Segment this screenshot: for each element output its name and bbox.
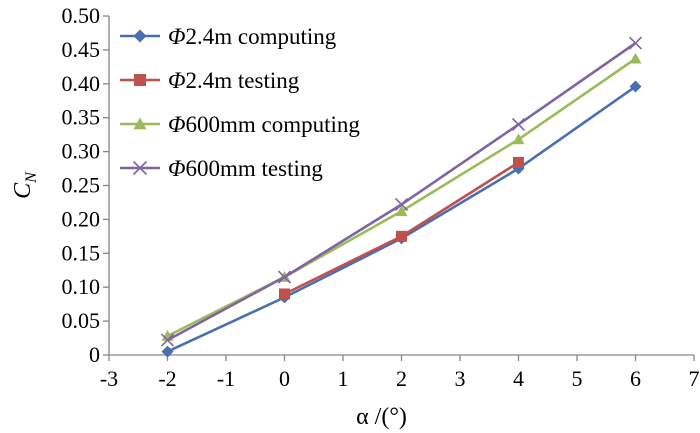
series-3: [161, 52, 642, 341]
series-4: [160, 36, 643, 347]
x-tick-label: 6: [630, 366, 641, 391]
data-point: [160, 333, 175, 347]
y-axis-title: CN: [10, 171, 40, 199]
y-tick-label: 0.50: [62, 3, 101, 28]
data-point: [629, 80, 642, 93]
x-tick-label: 3: [455, 366, 466, 391]
x-tick-label: 2: [396, 366, 407, 391]
y-tick-label: 0.30: [62, 139, 101, 164]
series-line: [166, 57, 637, 338]
x-tick-label: 1: [338, 366, 349, 391]
data-point: [395, 205, 408, 217]
data-point: [629, 52, 642, 64]
data-point: [512, 133, 525, 145]
legend-marker: [134, 74, 146, 86]
legend-marker: [133, 117, 147, 130]
data-point: [513, 156, 524, 168]
legend-marker: [133, 29, 147, 43]
legend-label: Φ2.4m testing: [168, 68, 300, 93]
y-tick-label: 0: [89, 342, 100, 367]
legend-label: Φ600mm computing: [168, 112, 360, 137]
axes: [108, 16, 694, 356]
y-tick-label: 0.10: [62, 274, 101, 299]
data-point: [394, 197, 409, 212]
x-tick-label: 0: [279, 366, 290, 391]
x-tick-label: -1: [217, 366, 235, 391]
series-line: [283, 161, 520, 296]
y-tick-label: 0.15: [62, 240, 101, 265]
x-tick-label: 4: [513, 366, 524, 391]
y-tick-label: 0.25: [62, 173, 101, 198]
y-tick-label: 0.05: [62, 308, 101, 333]
data-point: [628, 36, 643, 50]
legend-label: Φ2.4m computing: [168, 24, 337, 49]
legend-item: Φ2.4m testing: [120, 68, 300, 93]
legend-marker: [132, 160, 148, 176]
y-tick-label: 0.35: [62, 105, 101, 130]
y-axis-title-subscript: N: [23, 171, 40, 184]
legend-item: Φ600mm computing: [120, 112, 360, 137]
x-axis-title: α /(°): [356, 404, 407, 430]
x-tick-label: -2: [158, 366, 176, 391]
data-point: [511, 117, 526, 132]
y-tick-label: 0.45: [62, 37, 101, 62]
x-tick-label: 5: [572, 366, 583, 391]
data-point: [161, 345, 174, 358]
legend: Φ2.4m computing Φ2.4m testing Φ600mm compu…: [120, 24, 360, 181]
legend-label: Φ600mm testing: [168, 156, 323, 181]
x-tick-label: -3: [100, 366, 118, 391]
x-tick-labels: -3 -2 -1 0 1 2 3 4 5 6 7: [100, 355, 700, 391]
x-tick-label: 7: [689, 366, 700, 391]
y-tick-label: 0.40: [62, 71, 101, 96]
legend-item: Φ600mm testing: [120, 156, 323, 181]
legend-item: Φ2.4m computing: [120, 24, 337, 49]
y-axis-title-main: C: [10, 182, 36, 199]
y-tick-label: 0.20: [62, 206, 101, 231]
series-2: [279, 156, 524, 300]
y-tick-labels: 0 0.05 0.10 0.15 0.20 0.25 0.30 0.35 0.40 0.45 0.5…: [62, 3, 109, 367]
data-point: [279, 288, 290, 300]
data-point: [396, 230, 407, 242]
data-point: [277, 270, 292, 284]
series-layer: [160, 36, 643, 358]
